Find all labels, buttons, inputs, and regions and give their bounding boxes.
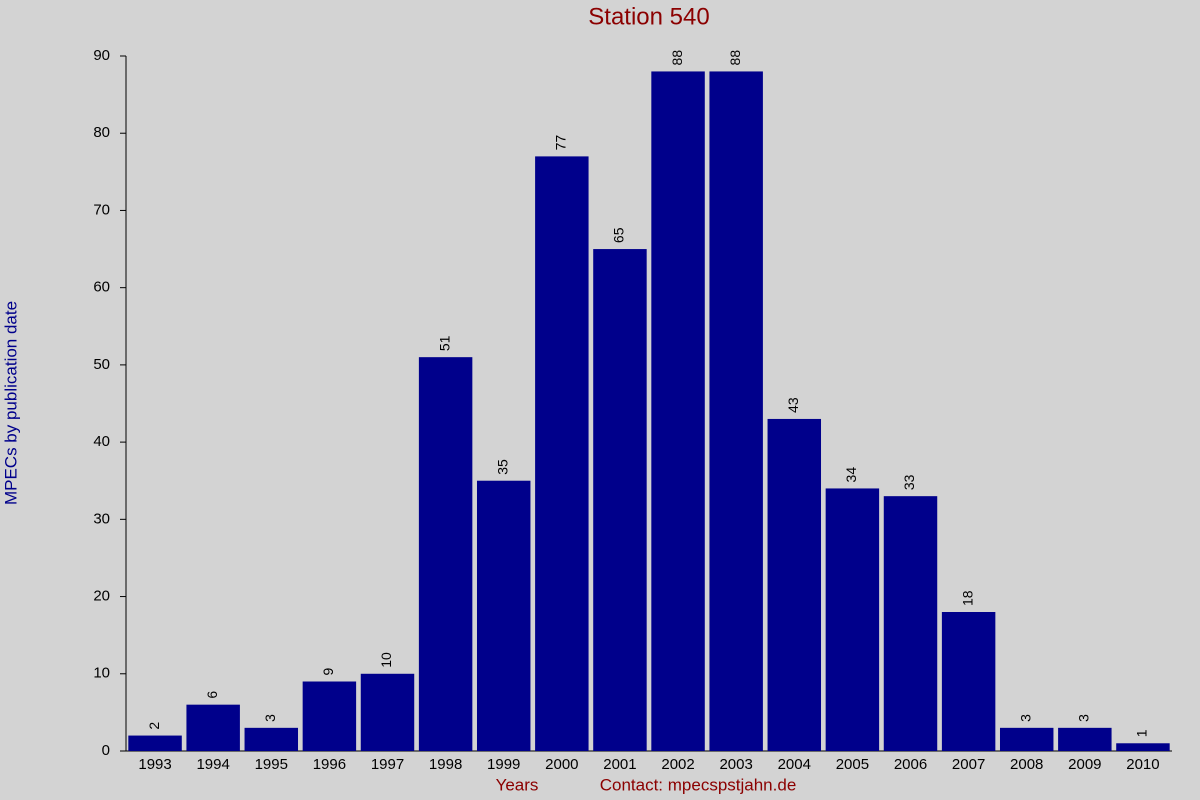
y-tick-label: 60 <box>93 279 110 296</box>
bar <box>360 673 415 751</box>
data-label: 88 <box>669 50 685 66</box>
bar <box>128 735 182 751</box>
x-tick-label: 1996 <box>313 756 346 773</box>
bar <box>186 704 240 751</box>
x-tick-label: 2006 <box>894 756 927 773</box>
bar <box>1058 727 1112 751</box>
x-tick-label: 2010 <box>1126 756 1159 773</box>
y-tick-label: 80 <box>93 124 110 141</box>
data-label: 10 <box>378 652 394 668</box>
data-label: 33 <box>901 474 917 490</box>
data-label: 9 <box>320 668 336 676</box>
data-label: 18 <box>959 590 975 606</box>
bar <box>999 727 1054 751</box>
y-tick-label: 70 <box>93 201 110 218</box>
x-tick-label: 2001 <box>603 756 636 773</box>
bar <box>651 71 705 751</box>
data-label: 6 <box>204 691 220 699</box>
y-tick-label: 30 <box>93 510 110 527</box>
x-tick-label: 2002 <box>661 756 694 773</box>
y-tick-label: 40 <box>93 433 110 450</box>
data-label: 88 <box>727 50 743 66</box>
data-label: 35 <box>494 459 510 475</box>
x-tick-label: 2005 <box>836 756 869 773</box>
x-tick-label: 2004 <box>778 756 811 773</box>
x-tick-label: 1994 <box>196 756 229 773</box>
annotation: Contact: mpecspstjahn.de <box>600 775 797 794</box>
data-label: 3 <box>1017 714 1033 722</box>
x-tick-label: 1995 <box>255 756 288 773</box>
bar <box>1116 743 1170 751</box>
x-tick-label: 2000 <box>545 756 578 773</box>
y-tick-label: 20 <box>93 588 110 605</box>
bar <box>941 612 996 751</box>
y-tick-label: 90 <box>93 47 110 64</box>
bar <box>593 249 647 752</box>
x-tick-label: 1999 <box>487 756 520 773</box>
bar <box>302 681 357 751</box>
x-tick-label: 1997 <box>371 756 404 773</box>
x-tick-label: 1998 <box>429 756 462 773</box>
x-tick-label: 1993 <box>138 756 171 773</box>
data-label: 1 <box>1134 729 1150 737</box>
y-tick-label: 0 <box>102 742 110 759</box>
bar <box>709 71 763 751</box>
bar <box>767 418 822 751</box>
chart-title: Station 540 <box>588 3 709 30</box>
y-tick-label: 50 <box>93 356 110 373</box>
x-tick-label: 2007 <box>952 756 985 773</box>
data-label: 3 <box>262 714 278 722</box>
bar <box>476 480 531 751</box>
data-label: 51 <box>436 335 452 351</box>
data-label: 34 <box>843 467 859 483</box>
y-axis-label: MPECs by publication date <box>1 301 20 505</box>
bar <box>418 357 473 751</box>
bar <box>825 488 880 751</box>
data-label: 77 <box>553 135 569 151</box>
bar <box>535 156 589 751</box>
x-axis-label: Years <box>496 775 539 794</box>
data-label: 3 <box>1076 714 1092 722</box>
data-label: 65 <box>611 227 627 243</box>
x-tick-label: 2003 <box>719 756 752 773</box>
x-tick-label: 2008 <box>1010 756 1043 773</box>
data-label: 43 <box>785 397 801 413</box>
data-label: 2 <box>146 722 162 730</box>
bar <box>883 496 938 751</box>
y-tick-label: 10 <box>93 665 110 682</box>
x-tick-label: 2009 <box>1068 756 1101 773</box>
bar <box>244 727 299 751</box>
